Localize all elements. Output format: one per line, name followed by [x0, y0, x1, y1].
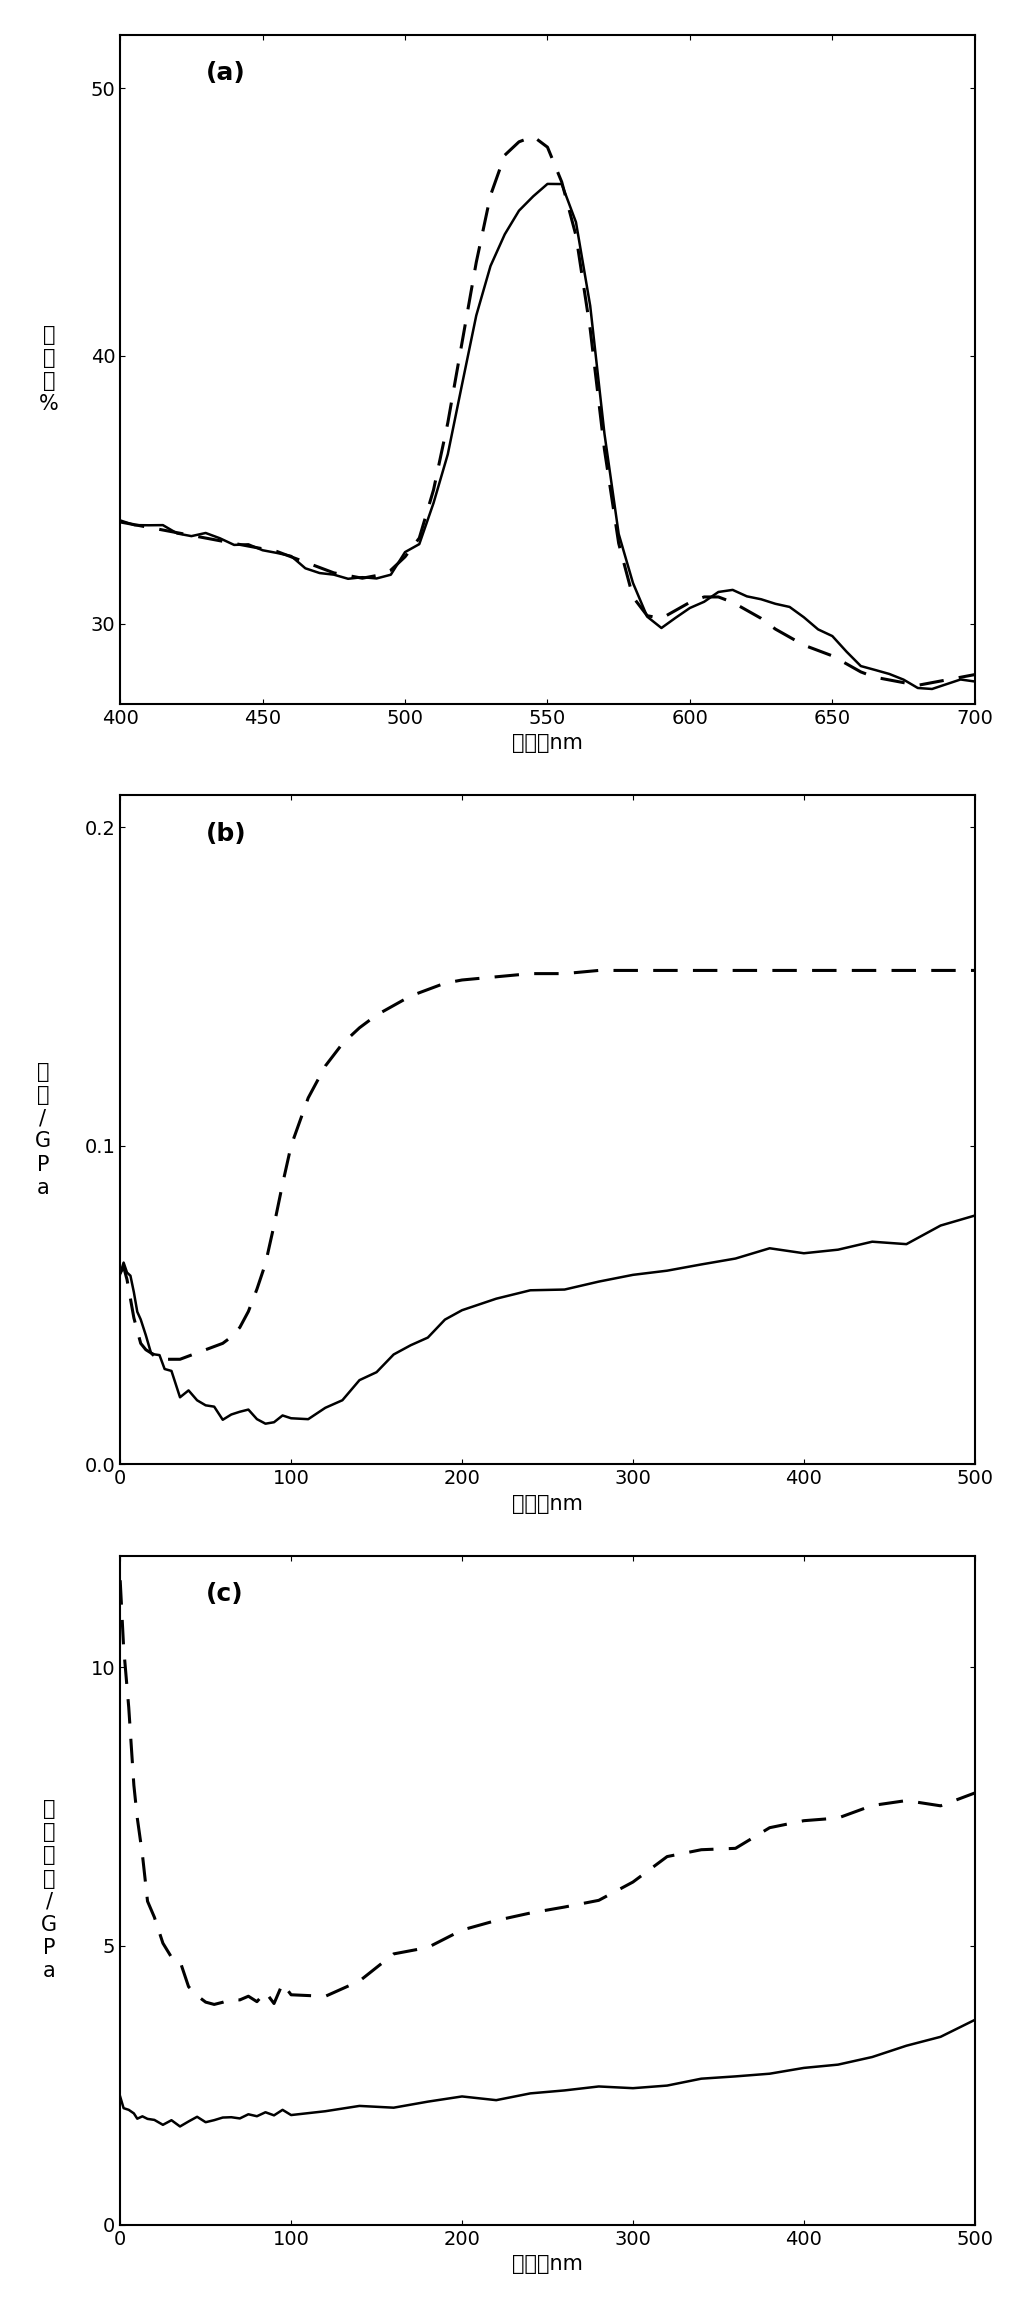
Y-axis label: 反
射
率
%: 反 射 率 % — [39, 326, 59, 413]
X-axis label: 深度／nm: 深度／nm — [512, 1494, 583, 1515]
Text: (a): (a) — [206, 62, 246, 85]
X-axis label: 深度／nm: 深度／nm — [512, 2254, 583, 2274]
X-axis label: 波长／nm: 波长／nm — [512, 734, 583, 753]
Text: (c): (c) — [206, 1582, 244, 1607]
Y-axis label: 硬
度
/
G
P
a: 硬 度 / G P a — [35, 1062, 50, 1198]
Y-axis label: 杨
氏
模
量
/
G
P
a: 杨 氏 模 量 / G P a — [41, 1799, 58, 1981]
Text: (b): (b) — [206, 822, 247, 845]
